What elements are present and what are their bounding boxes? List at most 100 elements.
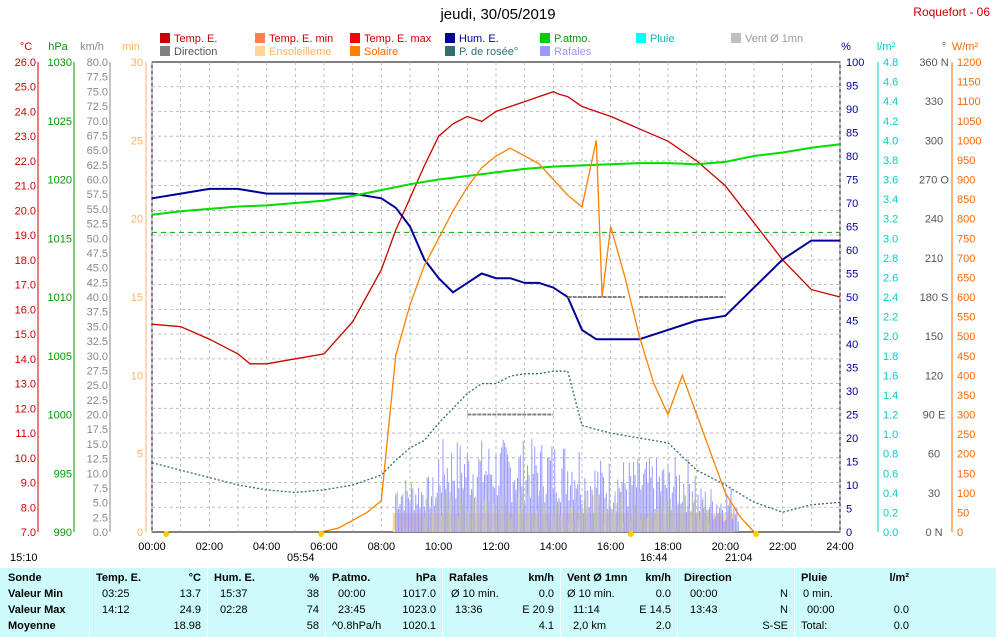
dir-tick-label: 330 (925, 96, 943, 108)
gust-max-time: 13:36 (455, 604, 483, 616)
kmh-tick-label: 35.0 (87, 321, 108, 333)
gust-max-value: E 20.9 (522, 604, 554, 616)
time-tick-label: 12:00 (482, 541, 510, 553)
rain-tick-label: 2.0 (883, 331, 898, 343)
kmh-tick-label: 67.5 (87, 130, 108, 142)
kmh-tick-label: 50.0 (87, 233, 108, 245)
wm2-tick-label: 150 (957, 468, 975, 480)
row-label-max: Valeur Max (8, 604, 66, 616)
stats-col-rain: Pluie l/m² 0 min. 00:00 0.0 Total: 0.0 (794, 568, 915, 637)
rain-tick-label: 0.2 (883, 507, 898, 519)
legend-item: Temp. E. max (350, 33, 431, 45)
temp-tick-label: 14.0 (15, 354, 36, 366)
time-tick-label: 18:00 (654, 541, 682, 553)
dir-tick-label: 60 (928, 449, 940, 461)
kmh-tick-label: 62.5 (87, 160, 108, 172)
wm2-tick-label: 1050 (957, 116, 981, 128)
wm2-tick-label: 750 (957, 233, 975, 245)
pct-tick-label: 60 (846, 245, 858, 257)
hpa-tick-label: 1015 (48, 233, 72, 245)
dir-tick-label: 360 N (919, 57, 948, 69)
rain-tick-label: 3.6 (883, 175, 898, 187)
unit-label-left: hPa (48, 41, 68, 53)
hum-unit: % (309, 572, 319, 584)
wm2-tick-label: 900 (957, 175, 975, 187)
rain-max-time: 00:00 (807, 604, 835, 616)
hpa-tick-label: 1025 (48, 116, 72, 128)
kmh-tick-label: 22.5 (87, 395, 108, 407)
patm-avg-value: 1020.1 (402, 620, 436, 632)
min-tick-label: 20 (131, 214, 143, 226)
wm2-tick-label: 100 (957, 488, 975, 500)
legend-item: P.atmo. (540, 33, 591, 45)
rain-tick-label: 0.4 (883, 488, 898, 500)
min-tick-label: 10 (131, 370, 143, 382)
wm2-tick-label: 350 (957, 390, 975, 402)
legend-label: Hum. E. (459, 33, 499, 45)
legend-label: Temp. E. min (269, 33, 334, 45)
stats-col-patm: P.atmo. hPa 00:00 1017.0 23:45 1023.0 ^0.8h… (325, 568, 442, 637)
legend-swatch (160, 33, 170, 43)
rain-tick-label: 4.2 (883, 116, 898, 128)
temp-unit: °C (188, 572, 201, 584)
min-tick-label: 0 (137, 527, 143, 539)
rain-tick-label: 3.8 (883, 155, 898, 167)
legend-label: Temp. E. max (364, 33, 432, 45)
rain-tick-label: 1.0 (883, 429, 898, 441)
min-tick-label: 30 (131, 57, 143, 69)
pct-tick-label: 5 (846, 504, 852, 516)
sun-event-icon (163, 531, 170, 537)
hum-min-time: 15:37 (220, 588, 248, 600)
wind-avg-value: 2.0 (655, 620, 671, 632)
rain-tick-label: 3.4 (883, 194, 898, 206)
dir-tick-label: 120 (925, 370, 943, 382)
wind-unit: km/h (645, 572, 671, 584)
legend-swatch (160, 46, 170, 56)
rain-tick-label: 0.0 (883, 527, 898, 539)
kmh-tick-label: 30.0 (87, 351, 108, 363)
rain-tick-label: 1.8 (883, 351, 898, 363)
wm2-tick-label: 600 (957, 292, 975, 304)
dir-avg-value: S-SE (762, 620, 788, 632)
wm2-tick-label: 1000 (957, 135, 981, 147)
hum-min-value: 38 (306, 588, 319, 600)
legend-item: Pluie (636, 33, 674, 45)
legend-label: Pluie (650, 33, 675, 45)
rain-tick-label: 0.8 (883, 449, 898, 461)
legend-item: Temp. E. min (255, 33, 333, 45)
wind-max-time: 11:14 (573, 604, 600, 616)
kmh-tick-label: 32.5 (87, 336, 108, 348)
wm2-tick-label: 1100 (957, 96, 981, 108)
rain-tick-label: 1.4 (883, 390, 898, 402)
wm2-tick-label: 50 (957, 507, 969, 519)
wm2-tick-label: 250 (957, 429, 975, 441)
wm2-tick-label: 0 (957, 527, 963, 539)
pct-tick-label: 40 (846, 339, 858, 351)
pct-tick-label: 50 (846, 292, 858, 304)
temp-tick-label: 22.0 (15, 156, 36, 168)
rain-tick-label: 4.6 (883, 77, 898, 89)
rain-tick-label: 1.2 (883, 410, 898, 422)
rain-tick-label: 3.0 (883, 233, 898, 245)
dir-min-time: 00:00 (690, 588, 718, 600)
temp-tick-label: 26.0 (15, 57, 36, 69)
kmh-tick-label: 0.0 (93, 527, 108, 539)
wm2-tick-label: 1150 (957, 77, 981, 89)
min-tick-label: 25 (131, 135, 143, 147)
temp-tick-label: 21.0 (15, 181, 36, 193)
kmh-tick-label: 2.5 (93, 512, 108, 524)
rain-tick-label: 1.6 (883, 370, 898, 382)
dir-tick-label: 0 N (925, 527, 942, 539)
pct-tick-label: 75 (846, 175, 858, 187)
unit-label-left: min (122, 41, 140, 53)
dir-max-value: N (780, 604, 788, 616)
gust-min-value: 0.0 (538, 588, 554, 600)
wm2-tick-label: 450 (957, 351, 975, 363)
hpa-tick-label: 1020 (48, 175, 72, 187)
kmh-tick-label: 70.0 (87, 116, 108, 128)
kmh-tick-label: 12.5 (87, 454, 108, 466)
temp-tick-label: 25.0 (15, 82, 36, 94)
dir-max-time: 13:43 (690, 604, 718, 616)
legend-swatch (350, 33, 360, 43)
rain-total-value: 0.0 (893, 620, 909, 632)
